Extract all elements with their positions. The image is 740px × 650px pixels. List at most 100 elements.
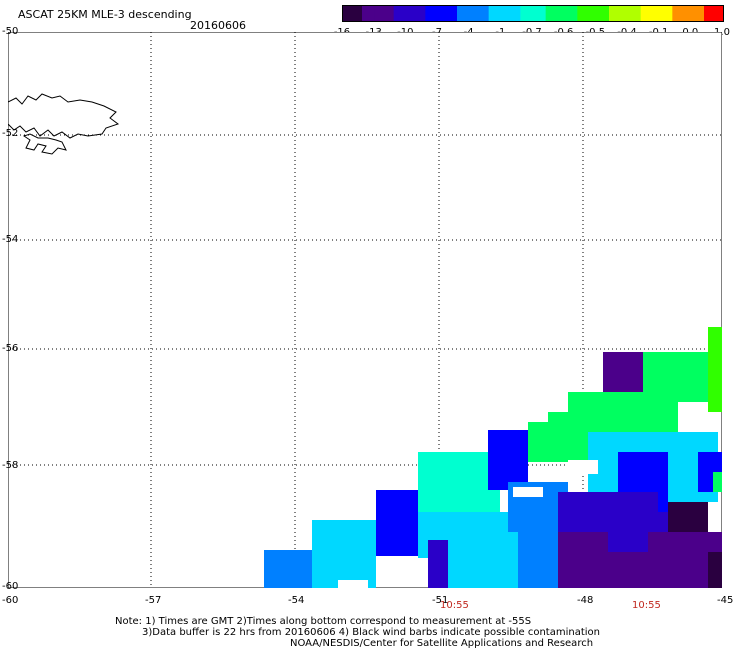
map-date: 20160606	[190, 19, 246, 32]
colorbar-swatch	[666, 6, 673, 21]
colorbar-swatch	[400, 6, 407, 21]
colorbar-swatch	[381, 6, 388, 21]
colorbar-swatch	[507, 6, 515, 21]
footer-credit: NOAA/NESDIS/Center for Satellite Applica…	[290, 638, 594, 649]
map-title: ASCAT 25KM MLE-3 descending	[18, 8, 192, 21]
lon-label: -57	[145, 595, 162, 606]
gridlines	[8, 32, 722, 588]
lat-label: -52	[2, 128, 19, 139]
colorbar-swatch	[425, 6, 433, 21]
colorbar-swatch	[716, 6, 723, 21]
lat-label: -60	[2, 581, 19, 592]
colorbar-swatch	[362, 6, 369, 21]
wind-data-cell	[713, 472, 722, 492]
colorbar-swatch	[564, 6, 572, 21]
lon-label: -48	[577, 595, 594, 606]
wind-data-swath	[264, 327, 722, 588]
colorbar-swatch	[450, 6, 458, 21]
lat-label: -56	[2, 343, 19, 354]
colorbar-swatch	[520, 6, 528, 21]
colorbar-swatch	[469, 6, 477, 21]
colorbar-swatch	[615, 6, 623, 21]
wind-data-cell	[264, 550, 312, 588]
lon-label: -54	[288, 595, 305, 606]
colorbar-swatch	[457, 6, 464, 21]
colorbar-swatch	[659, 6, 667, 21]
colorbar-swatch	[412, 6, 420, 21]
wind-data-cell	[643, 352, 713, 402]
colorbar-swatch	[704, 6, 711, 21]
wind-data-cell	[428, 540, 448, 588]
colorbar-swatch	[488, 6, 496, 21]
colorbar-swatch	[514, 6, 521, 21]
wind-data-cell	[708, 552, 722, 588]
colorbar-swatch	[653, 6, 661, 21]
colorbar-swatch	[431, 6, 439, 21]
colorbar-swatch	[368, 6, 376, 21]
wind-data-cell	[418, 452, 500, 512]
colorbar-swatch	[672, 6, 680, 21]
footer-note-2: 3)Data buffer is 22 hrs from 20160606 4)…	[142, 627, 600, 638]
footer-note-1: Note: 1) Times are GMT 2)Times along bot…	[115, 616, 532, 627]
colorbar-swatch	[634, 6, 642, 21]
wind-data-cell	[488, 430, 528, 490]
colorbar-swatch	[355, 6, 363, 21]
data-gap	[338, 580, 368, 588]
wind-data-cell	[708, 327, 722, 412]
data-gap	[513, 487, 543, 497]
colorbar-swatch	[495, 6, 502, 21]
colorbar-swatch	[558, 6, 566, 21]
colorbar-swatch	[533, 6, 540, 21]
colorbar-swatch	[393, 6, 401, 21]
colorbar-swatch	[349, 6, 357, 21]
colorbar-swatch	[577, 6, 585, 21]
lat-label: -50	[2, 26, 19, 37]
colorbar-swatch	[697, 6, 705, 21]
colorbar-swatch	[678, 6, 686, 21]
wind-data-cell	[603, 352, 643, 392]
colorbar-swatch	[482, 6, 490, 21]
wind-data-cell	[518, 528, 558, 588]
colorbar-swatch	[526, 6, 534, 21]
wind-data-cell	[448, 512, 518, 588]
falkland-islands-coastline	[8, 93, 120, 155]
map-plot	[8, 32, 722, 588]
colorbar-swatch	[387, 6, 395, 21]
colorbar-swatch	[685, 6, 692, 21]
colorbar-swatch	[647, 6, 654, 21]
colorbar-swatch	[406, 6, 414, 21]
colorbar-swatch	[710, 6, 718, 21]
colorbar-swatch	[621, 6, 629, 21]
lon-label: -60	[2, 595, 19, 606]
colorbar-swatch	[419, 6, 426, 21]
lat-label: -58	[2, 460, 19, 471]
colorbar-swatch	[609, 6, 616, 21]
colorbar-swatch	[539, 6, 547, 21]
colorbar-swatch	[463, 6, 471, 21]
colorbar-swatch	[545, 6, 553, 21]
colorbar-swatch	[438, 6, 445, 21]
colorbar-swatch	[552, 6, 559, 21]
colorbar-swatch	[602, 6, 610, 21]
wind-data-cell	[312, 520, 376, 588]
colorbar-swatch	[343, 6, 350, 21]
wind-data-cell	[376, 490, 418, 556]
time-label: 10:55	[632, 600, 661, 611]
lon-label: -51	[432, 595, 449, 606]
lat-label: -54	[2, 234, 19, 245]
time-label: 10:55	[440, 600, 469, 611]
colorbar-swatch	[374, 6, 382, 21]
colorbar-swatch	[583, 6, 591, 21]
colorbar-swatch	[596, 6, 604, 21]
colorbar-swatch	[691, 6, 699, 21]
colorbar-swatch	[444, 6, 452, 21]
colorbar-swatch	[590, 6, 597, 21]
colorbar-swatch	[571, 6, 578, 21]
data-gap	[568, 460, 598, 474]
colorbar-swatch	[476, 6, 483, 21]
colorbar-swatch	[501, 6, 509, 21]
colorbar-swatch	[628, 6, 635, 21]
lon-label: -45	[717, 595, 734, 606]
colorbar-swatch	[640, 6, 648, 21]
colorbar-tick-label: 1.0	[714, 27, 730, 38]
